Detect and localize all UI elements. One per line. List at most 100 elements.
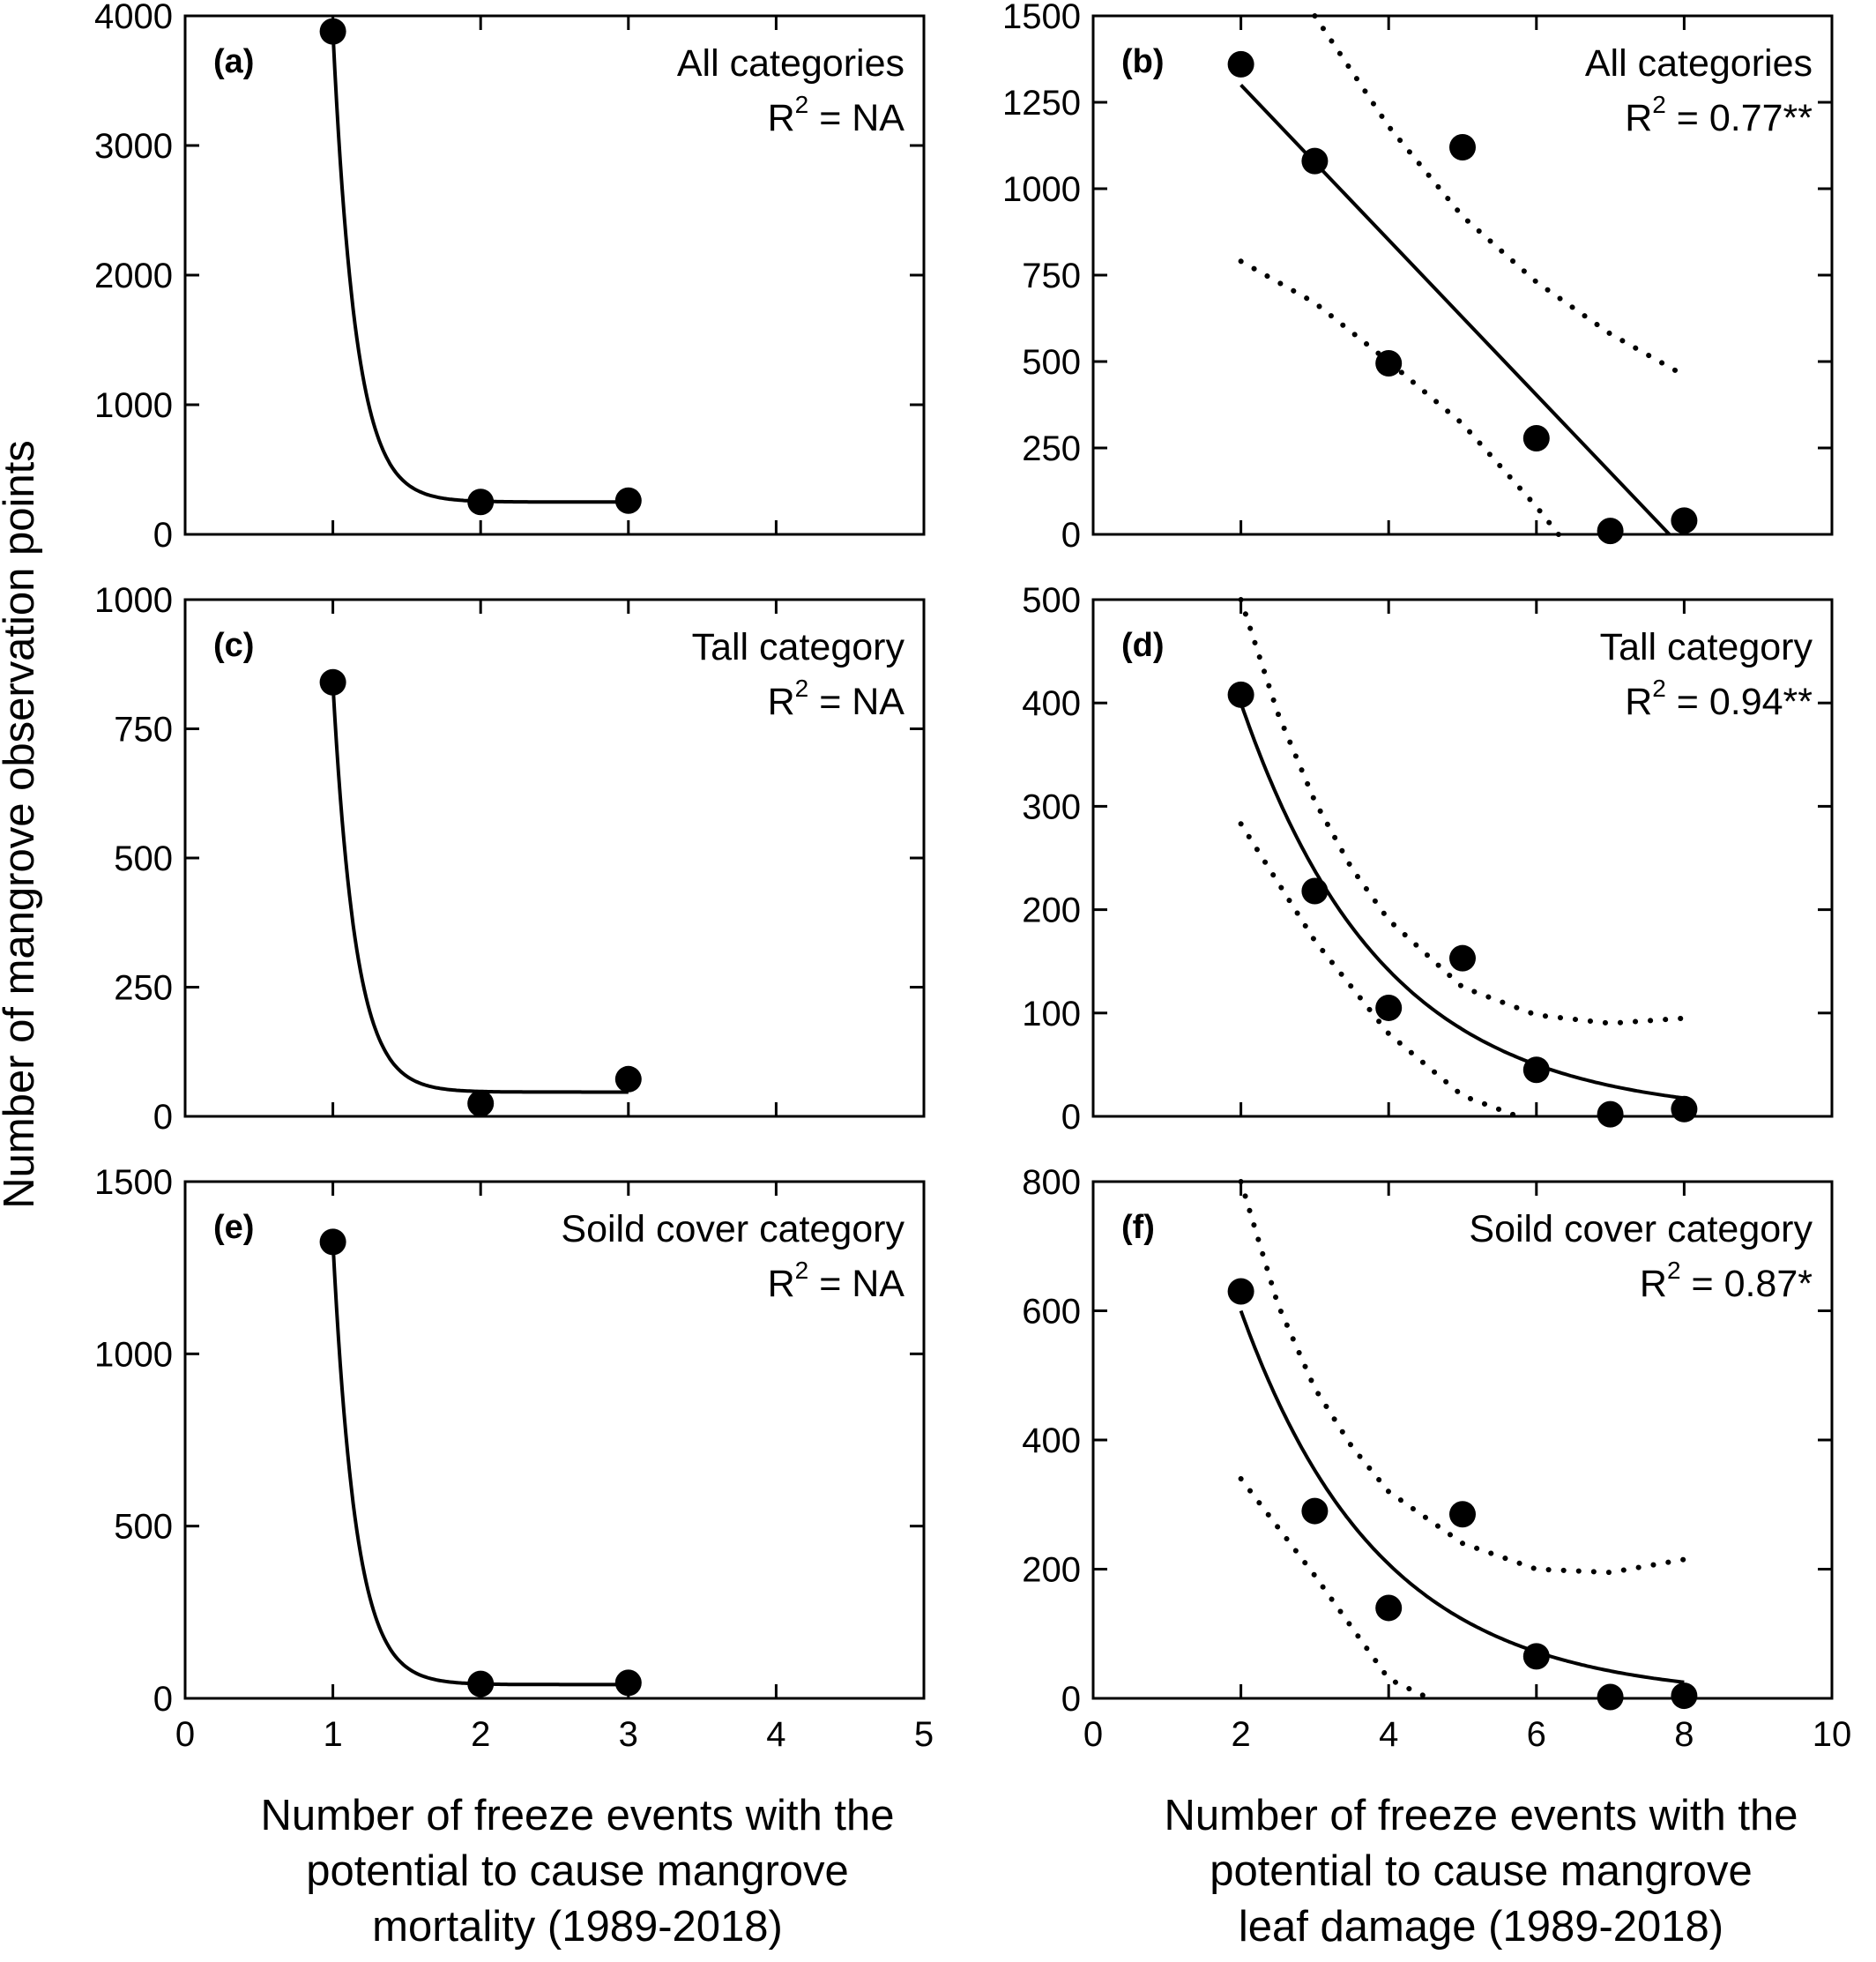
r-squared-label: R2 = 0.77** <box>1625 91 1813 139</box>
x-axis-title-left-line-3: mortality (1989-2018) <box>372 1903 783 1951</box>
panel-letter: (c) <box>213 627 254 664</box>
panel-category-title: All categories <box>1585 42 1813 85</box>
y-tick-label: 1000 <box>1002 170 1081 209</box>
confidence-band-lower <box>1241 824 1518 1116</box>
data-point <box>1671 1682 1697 1709</box>
data-point <box>320 1228 346 1255</box>
plot-frame <box>185 1182 924 1698</box>
panel-category-title: Soild cover category <box>1469 1208 1813 1250</box>
x-axis-title-right-line-3: leaf damage (1989-2018) <box>1239 1903 1723 1951</box>
r-squared-label: R2 = 0.87* <box>1640 1257 1813 1305</box>
y-tick-label: 600 <box>1022 1293 1081 1332</box>
y-tick-label: 1000 <box>94 1335 173 1374</box>
y-tick-label: 500 <box>1022 581 1081 620</box>
y-tick-label: 0 <box>153 1680 173 1719</box>
data-point <box>320 19 346 45</box>
plot-frame <box>185 600 924 1116</box>
y-tick-label: 250 <box>114 969 173 1008</box>
panel-d: 0100200300400500(d)Tall categoryR2 = 0.9… <box>1022 581 1832 1137</box>
data-point <box>467 489 494 515</box>
x-tick-label: 2 <box>1231 1715 1250 1754</box>
y-tick-label: 0 <box>1061 1680 1081 1719</box>
panel-category-title: All categories <box>677 42 904 85</box>
y-tick-label: 200 <box>1022 1551 1081 1590</box>
panel-letter: (f) <box>1121 1209 1155 1246</box>
r-squared-label: R2 = NA <box>768 91 905 139</box>
r-squared-label: R2 = NA <box>768 675 905 723</box>
y-tick-label: 0 <box>1061 516 1081 555</box>
confidence-band-lower <box>1241 261 1559 534</box>
data-point <box>1449 1501 1476 1527</box>
data-point <box>1597 1684 1624 1711</box>
y-tick-label: 1000 <box>94 386 173 425</box>
data-point <box>1671 507 1697 533</box>
panel-f: 02004006008000246810(f)Soild cover categ… <box>1022 1163 1851 1754</box>
y-tick-label: 4000 <box>94 0 173 36</box>
y-axis-title: Number of mangrove observation points <box>0 440 43 1209</box>
data-point <box>615 1669 642 1696</box>
plot-frame <box>1093 16 1832 534</box>
data-point <box>1228 682 1254 708</box>
data-point <box>1301 148 1328 175</box>
x-tick-label: 4 <box>1379 1715 1398 1754</box>
y-tick-label: 2000 <box>94 257 173 295</box>
y-tick-label: 1500 <box>94 1163 173 1202</box>
x-axis-title-left-line-2: potential to cause mangrove <box>306 1847 849 1895</box>
x-tick-label: 4 <box>766 1715 785 1754</box>
data-point <box>615 1066 642 1093</box>
x-tick-label: 8 <box>1674 1715 1694 1754</box>
figure: 01000200030004000(a)All categoriesR2 = N… <box>0 0 1876 1962</box>
panel-category-title: Soild cover category <box>561 1208 904 1250</box>
panel-letter: (a) <box>213 43 254 80</box>
panel-letter: (d) <box>1121 627 1165 664</box>
confidence-band-lower <box>1241 1479 1430 1698</box>
y-tick-label: 800 <box>1022 1163 1081 1202</box>
plot-frame <box>185 16 924 534</box>
data-point <box>467 1090 494 1116</box>
panel-a: 01000200030004000(a)All categoriesR2 = N… <box>94 0 924 555</box>
panel-letter: (e) <box>213 1209 254 1246</box>
fit-curve <box>333 32 629 503</box>
x-axis-title-right-line-1: Number of freeze events with the <box>1164 1792 1798 1839</box>
y-tick-label: 500 <box>114 1508 173 1547</box>
y-tick-label: 250 <box>1022 429 1081 468</box>
data-point <box>320 669 346 696</box>
x-tick-label: 10 <box>1813 1715 1852 1754</box>
data-point <box>1449 945 1476 972</box>
data-point <box>1375 1594 1402 1621</box>
y-tick-label: 1000 <box>94 581 173 620</box>
data-point <box>1523 1056 1550 1083</box>
panel-e: 050010001500012345(e)Soild cover categor… <box>94 1163 934 1754</box>
y-tick-label: 0 <box>153 1098 173 1137</box>
y-tick-label: 3000 <box>94 127 173 166</box>
data-point <box>1375 350 1402 377</box>
data-point <box>1228 51 1254 78</box>
y-tick-label: 500 <box>1022 343 1081 382</box>
x-axis-title-right-line-2: potential to cause mangrove <box>1210 1847 1753 1895</box>
panel-c: 0 250 500 750 1000 (c) Tall category R2 = NA <box>94 581 924 1137</box>
panel-category-title: Tall category <box>692 626 905 668</box>
y-tick-label: 750 <box>114 711 173 750</box>
y-tick-label: 1250 <box>1002 84 1081 123</box>
y-tick-label: 500 <box>114 839 173 878</box>
fit-curve <box>333 684 629 1093</box>
r-squared-label: R2 = 0.94** <box>1625 675 1813 723</box>
y-tick-label: 300 <box>1022 787 1081 826</box>
data-point <box>1597 518 1624 544</box>
data-point <box>1449 134 1476 160</box>
y-tick-label: 400 <box>1022 684 1081 723</box>
x-tick-label: 0 <box>175 1715 195 1754</box>
y-tick-label: 750 <box>1022 257 1081 295</box>
data-point <box>1375 995 1402 1021</box>
x-tick-label: 2 <box>471 1715 490 1754</box>
r-squared-label: R2 = NA <box>768 1257 905 1305</box>
panel-category-title: Tall category <box>1600 626 1813 668</box>
panel-letter: (b) <box>1121 43 1165 80</box>
data-point <box>1597 1101 1624 1128</box>
x-tick-label: 5 <box>914 1715 934 1754</box>
panel-b: 0 250 500 750 1000 1250 1500 (b) All categories R… <box>1002 0 1832 555</box>
data-point <box>1523 1643 1550 1669</box>
data-point <box>467 1671 494 1697</box>
panels-layer: 01000200030004000(a)All categoriesR2 = N… <box>94 0 1851 1754</box>
y-tick-label: 1500 <box>1002 0 1081 36</box>
